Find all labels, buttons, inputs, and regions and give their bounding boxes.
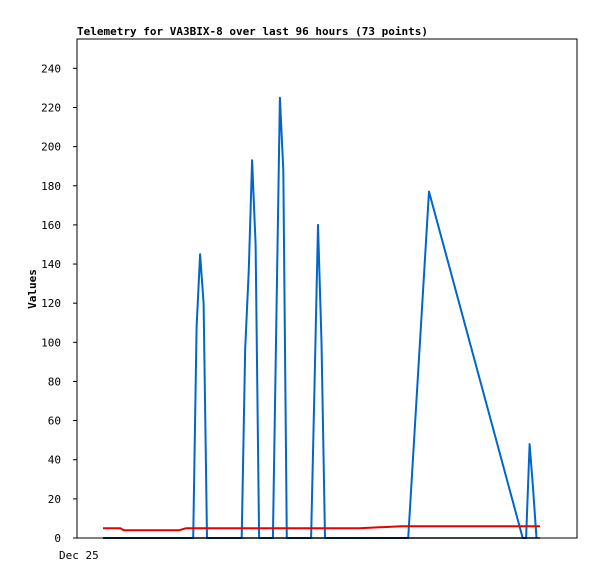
series-line-0: [103, 96, 538, 539]
series-line-1: [103, 525, 540, 532]
x-tick-label: Dec 25: [59, 549, 99, 562]
y-tick-label: 60: [48, 415, 61, 428]
y-tick-label: 240: [41, 62, 61, 75]
y-tick-label: 140: [41, 258, 61, 271]
y-axis-ticks: 0 20 40 60 80 100 120 140 160 180 200 220 240: [41, 62, 77, 545]
y-tick-label: 180: [41, 180, 61, 193]
series-layer: [103, 96, 540, 539]
y-tick-label: 0: [54, 532, 61, 545]
chart-title: Telemetry for VA3BIX-8 over last 96 hour…: [77, 25, 428, 38]
y-tick-label: 40: [48, 454, 61, 467]
y-tick-label: 160: [41, 219, 61, 232]
y-tick-label: 120: [41, 297, 61, 310]
y-tick-label: 200: [41, 141, 61, 154]
x-axis-ticks: Dec 25: [59, 549, 99, 562]
y-tick-label: 100: [41, 336, 61, 349]
y-axis-label: Values: [26, 269, 39, 309]
plot-area: [76, 38, 578, 539]
y-tick-label: 20: [48, 493, 61, 506]
y-tick-label: 80: [48, 375, 61, 388]
y-tick-label: 220: [41, 101, 61, 114]
